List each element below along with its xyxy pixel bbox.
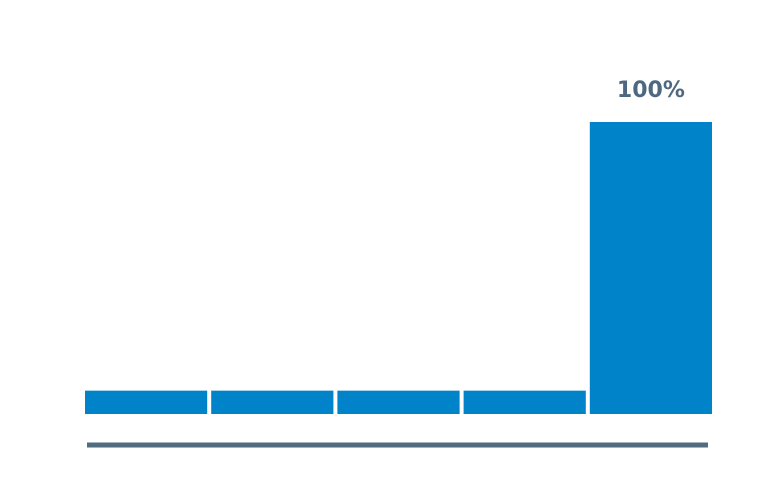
value-label: 100% <box>617 78 685 103</box>
bar <box>463 390 586 414</box>
bar <box>211 390 334 414</box>
bar <box>85 390 208 414</box>
bar <box>589 122 712 414</box>
bar <box>337 390 460 414</box>
